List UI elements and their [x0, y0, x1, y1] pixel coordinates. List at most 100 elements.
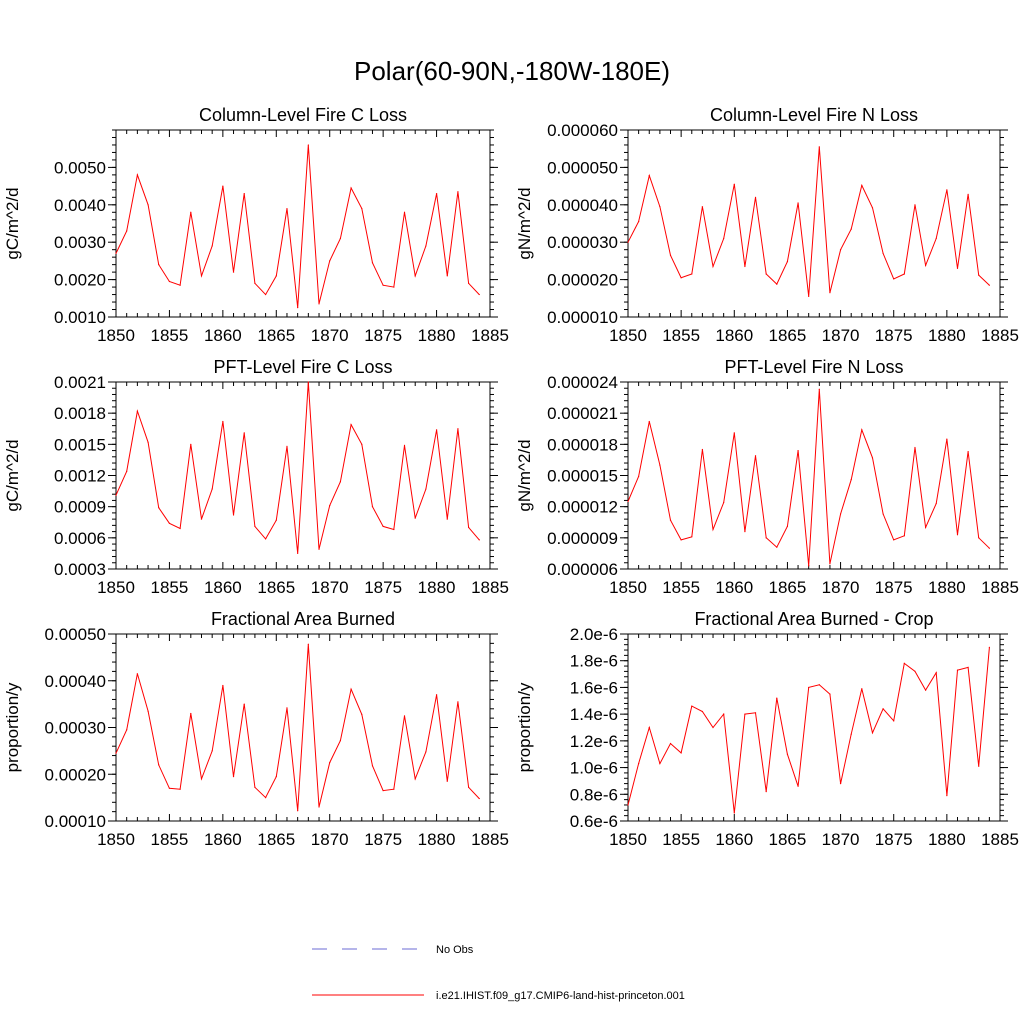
data-point [818, 684, 820, 686]
x-tick-label: 1855 [151, 578, 189, 597]
x-tick-label: 1875 [875, 326, 913, 345]
data-point [329, 260, 331, 262]
data-point [935, 237, 937, 240]
data-point [136, 410, 138, 412]
y-tick-label: 0.000020 [547, 271, 618, 290]
x-tick-label: 1880 [418, 578, 456, 597]
x-tick-label: 1850 [609, 578, 647, 597]
x-tick-label: 1850 [609, 830, 647, 849]
data-point [903, 273, 905, 275]
chart-title: Fractional Area Burned [211, 609, 395, 629]
y-tick-label: 1.8e-6 [570, 652, 618, 671]
data-point [925, 264, 927, 266]
data-point [733, 183, 735, 185]
x-tick-label: 1875 [364, 326, 402, 345]
data-point [243, 432, 245, 434]
data-point [914, 670, 916, 673]
y-tick-label: 0.6e-6 [570, 812, 618, 831]
data-point [818, 388, 820, 390]
data-point [168, 280, 171, 283]
data-point [797, 785, 799, 787]
data-point [126, 230, 128, 232]
x-tick-label: 1860 [715, 830, 753, 849]
data-point [978, 765, 980, 767]
data-point [861, 429, 863, 431]
data-point [435, 429, 438, 431]
data-point [882, 252, 884, 255]
x-tick-label: 1855 [662, 830, 700, 849]
data-point [275, 775, 277, 778]
chart-title: Column-Level Fire N Loss [710, 105, 918, 125]
x-tick-label: 1885 [981, 830, 1019, 849]
x-tick-label: 1865 [769, 326, 807, 345]
data-point [371, 765, 374, 767]
chart-panel-2: Column-Level Fire N Loss 1850 1855 1860 1865… [515, 105, 1019, 345]
y-tick-label: 0.000009 [547, 529, 618, 548]
x-tick-label: 1860 [204, 578, 242, 597]
legend: No Obs i.e21.IHIST.f09_g17.CMIP6-land-his… [312, 944, 685, 1002]
data-point [382, 790, 384, 792]
data-point [839, 513, 842, 515]
data-point [871, 457, 874, 459]
y-tick-label: 1.2e-6 [570, 732, 618, 751]
data-point [286, 207, 288, 210]
data-point [797, 202, 799, 204]
data-point [648, 726, 650, 729]
data-point [232, 775, 235, 778]
data-point [232, 514, 235, 516]
x-tick-label: 1880 [418, 830, 456, 849]
x-tick-label: 1875 [364, 830, 402, 849]
data-point [393, 286, 395, 288]
data-point [808, 686, 810, 689]
legend-label-run: i.e21.IHIST.f09_g17.CMIP6-land-hist-prin… [436, 990, 685, 1002]
data-point [200, 275, 203, 277]
x-tick-label: 1870 [822, 578, 860, 597]
data-point [361, 443, 363, 445]
chart-panel-1: Column-Level Fire C Loss 1850 1855 1860 1865… [3, 105, 509, 345]
data-point [882, 513, 884, 515]
y-tick-label: 0.00020 [45, 765, 106, 784]
data-point [329, 761, 331, 764]
data-point [222, 185, 224, 187]
data-point [946, 189, 948, 191]
data-point [318, 303, 320, 305]
y-tick-label: 0.000012 [547, 498, 618, 517]
data-point [956, 669, 959, 671]
y-tick-label: 0.0012 [54, 467, 106, 486]
y-axis-label: gN/m^2/d [515, 439, 534, 511]
data-point [659, 762, 661, 765]
data-point [648, 175, 650, 177]
data-point [414, 275, 416, 277]
y-tick-label: 0.000021 [547, 404, 618, 423]
x-tick-label: 1860 [715, 578, 753, 597]
data-point [190, 211, 192, 213]
data-point [712, 726, 714, 729]
data-point [627, 804, 629, 806]
data-point [956, 534, 959, 536]
data-point [275, 519, 277, 521]
data-point [786, 753, 789, 755]
y-tick-label: 0.0030 [54, 233, 106, 252]
y-axis-label: proportion/y [515, 682, 534, 772]
y-tick-label: 0.000040 [547, 196, 618, 215]
y-tick-label: 0.000010 [547, 308, 618, 327]
y-tick-label: 0.0010 [54, 308, 106, 327]
plot-frame [627, 633, 1001, 822]
data-point [243, 703, 245, 705]
data-point [712, 528, 714, 531]
chart-title: PFT-Level Fire C Loss [213, 357, 392, 377]
data-point [403, 715, 406, 717]
data-point [371, 262, 374, 264]
data-point [659, 464, 661, 466]
x-tick-label: 1885 [471, 326, 509, 345]
data-point [307, 144, 309, 146]
data-point [808, 295, 810, 298]
x-tick-label: 1875 [875, 578, 913, 597]
data-point [669, 254, 672, 256]
data-point [179, 788, 181, 790]
data-point [893, 539, 895, 541]
data-point [733, 812, 735, 814]
data-point [744, 713, 746, 715]
data-point [265, 538, 267, 540]
y-axis-label: proportion/y [3, 682, 22, 772]
